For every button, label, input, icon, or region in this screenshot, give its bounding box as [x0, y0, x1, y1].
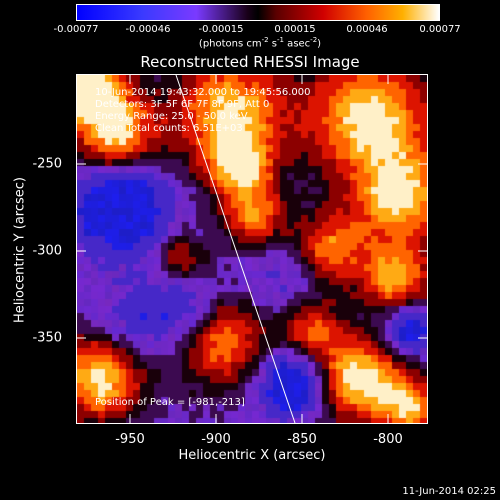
info-time-range: 10-Jun-2014 19:43:32.000 to 19:45:56.000	[95, 87, 311, 98]
colorbar-label-3: -0.00015	[198, 24, 244, 35]
image-plot-area: 10-Jun-2014 19:43:32.000 to 19:45:56.000…	[76, 74, 428, 424]
colorbar-label-1: -0.00077	[53, 24, 99, 35]
colorbar-label-6: 0.00077	[419, 24, 461, 35]
colorbar	[76, 4, 440, 21]
y-tick-label: -300	[32, 243, 62, 259]
x-tick-label: -950	[115, 432, 145, 447]
info-energy-range: Energy Range: 25.0 - 50.0 keV	[95, 111, 248, 122]
info-peak-position: Position of Peak = [-981,-213]	[95, 397, 245, 408]
x-tick-label: -850	[287, 432, 317, 447]
x-tick-label: -900	[201, 432, 231, 447]
info-detectors: Detectors: 3F 5F 6F 7F 8F 9F, Att 0	[95, 99, 270, 110]
y-axis-label: Heliocentric Y (arcsec)	[12, 177, 28, 323]
colorbar-label-4: 0.00015	[274, 24, 316, 35]
limb-overlay	[175, 75, 296, 423]
generated-timestamp: 11-Jun-2014 02:25	[402, 486, 496, 497]
x-axis-label: Heliocentric X (arcsec)	[178, 448, 326, 463]
x-tick-label: -800	[373, 432, 403, 447]
y-tick-label: -350	[32, 330, 62, 346]
image-title: Reconstructed RHESSI Image	[140, 53, 360, 71]
y-tick-label: -250	[32, 156, 62, 172]
rhessi-heatmap	[77, 75, 427, 423]
colorbar-units: (photons cm-2 s-1 asec-2)	[198, 36, 322, 50]
colorbar-label-5: 0.00046	[346, 24, 388, 35]
info-clean-counts: Clean Total counts: 6.51E+03	[95, 123, 243, 134]
solar-limb-line	[175, 75, 296, 423]
colorbar-label-2: -0.00046	[125, 24, 171, 35]
